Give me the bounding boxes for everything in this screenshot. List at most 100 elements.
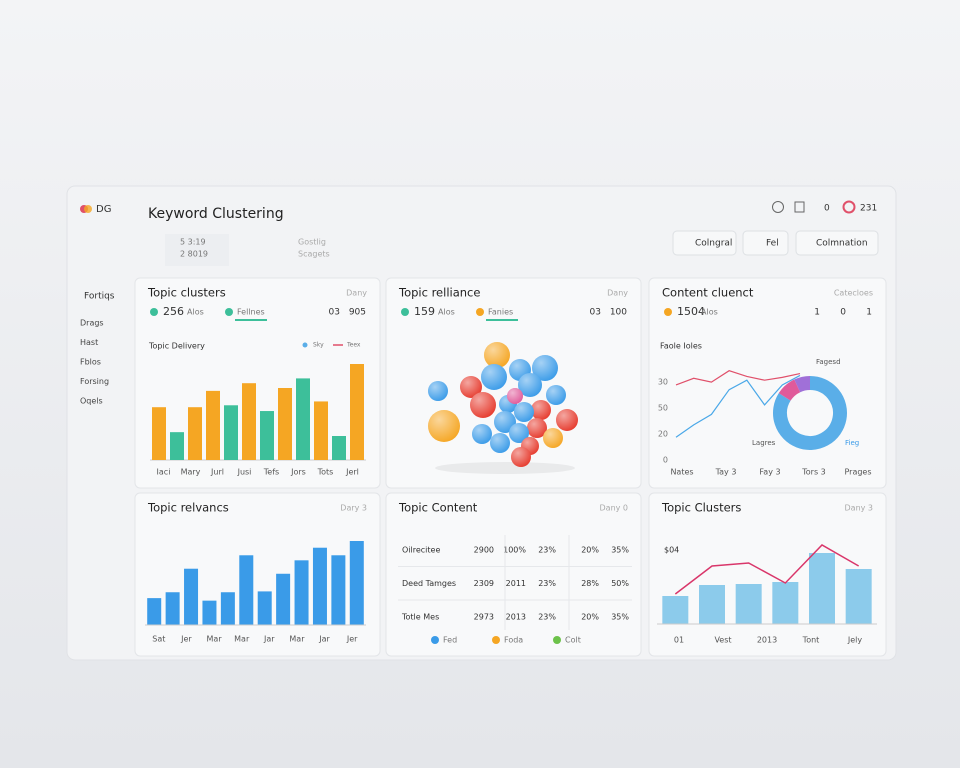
table-cell: 35%	[611, 613, 629, 622]
donut-label: Lagres	[752, 439, 776, 447]
sidebar-item[interactable]: Drags	[80, 319, 104, 328]
count: 0	[840, 308, 846, 318]
sphere-shine	[490, 433, 510, 453]
panel-title: Topic relliance	[398, 286, 480, 300]
panel-filter[interactable]: Dany 3	[845, 504, 874, 513]
bar	[152, 407, 166, 460]
bar	[188, 407, 202, 460]
sphere-shine	[484, 342, 510, 368]
sidebar-item[interactable]: Fblos	[80, 358, 101, 367]
panel-filter[interactable]: Dany 0	[600, 504, 629, 513]
table-cell: 28%	[581, 579, 599, 588]
bar	[294, 560, 309, 625]
button[interactable]	[672, 230, 737, 256]
panel-filter[interactable]: Dany	[346, 289, 367, 298]
x-tick-label: Mary	[181, 468, 201, 477]
bar	[314, 401, 328, 460]
bar	[242, 383, 256, 460]
x-tick-label: Tay 3	[715, 468, 737, 477]
sphere-shine	[428, 381, 448, 401]
tab[interactable]: Fanies	[488, 308, 513, 317]
x-tick-label: Jar	[318, 635, 330, 644]
bar	[331, 555, 346, 625]
x-tick-label: Vest	[714, 636, 731, 645]
stat: 256	[163, 305, 184, 318]
legend-swatch	[431, 636, 439, 644]
sphere-shine	[511, 447, 531, 467]
x-tick-label: Tefs	[263, 468, 279, 477]
chart-label: $04	[664, 546, 679, 555]
stat-unit: Alos	[701, 308, 718, 317]
sphere-shine	[428, 410, 460, 442]
legend-label: Teex	[346, 342, 361, 349]
sphere-shine	[481, 364, 507, 390]
count: 03	[329, 308, 340, 318]
crumb-box	[165, 234, 229, 266]
x-tick-label: Fay 3	[759, 468, 780, 477]
bar	[662, 596, 689, 624]
donut-segment	[773, 376, 847, 450]
sidebar-item[interactable]: Oqels	[80, 397, 103, 406]
x-tick-label: Jer	[180, 635, 192, 644]
sphere-shine	[514, 402, 534, 422]
button-label[interactable]: Colmnation	[816, 239, 868, 249]
x-tick-label: Sat	[152, 635, 165, 644]
icon[interactable]	[772, 201, 784, 213]
legend-label: Colt	[565, 636, 581, 645]
panel-title: Topic Content	[398, 501, 478, 515]
sphere-shine	[546, 385, 566, 405]
button[interactable]	[742, 230, 789, 256]
app-title: Keyword Clustering	[148, 206, 284, 222]
legend-swatch	[492, 636, 500, 644]
count: 1	[866, 308, 872, 318]
legend-label: Foda	[504, 636, 523, 645]
table-cell: Deed Tamges	[402, 579, 456, 588]
x-tick-label: Nates	[670, 468, 693, 477]
x-tick-label: Jar	[263, 635, 275, 644]
sphere-shine	[460, 376, 482, 398]
sphere-shine	[527, 418, 547, 438]
x-tick-label: Jely	[847, 636, 863, 645]
panel-filter[interactable]: Dary 3	[340, 504, 367, 513]
x-tick-label: Jurl	[210, 468, 224, 477]
stat-icon	[664, 308, 672, 316]
panel-filter[interactable]: Catecloes	[834, 289, 873, 298]
bar	[332, 436, 346, 460]
sidebar-item[interactable]: Hast	[80, 338, 98, 347]
tab[interactable]: Fellnes	[237, 308, 265, 317]
panel-title: Content cluenct	[662, 286, 754, 300]
panel-filter[interactable]: Dany	[607, 289, 628, 298]
tab-icon	[476, 308, 484, 316]
sidebar-item[interactable]: Forsing	[80, 377, 109, 386]
sphere-shine	[556, 409, 578, 431]
bar	[845, 569, 872, 624]
count: 1	[814, 308, 820, 318]
bar	[699, 585, 725, 624]
sphere-shine	[531, 400, 551, 420]
button-label[interactable]: Fel	[766, 239, 779, 249]
bar	[735, 584, 762, 624]
sphere-shine	[509, 423, 529, 443]
stat-unit: Alos	[438, 308, 455, 317]
table-cell: 20%	[581, 546, 599, 555]
y-tick-label: 30	[658, 378, 668, 387]
bar	[260, 411, 274, 460]
bar	[165, 592, 180, 625]
panel-title: Topic Clusters	[661, 501, 741, 515]
button[interactable]	[795, 230, 879, 256]
line-series	[675, 370, 801, 386]
icon[interactable]	[794, 201, 805, 213]
logo: DG	[96, 204, 111, 215]
stat: 159	[414, 305, 435, 318]
button-label[interactable]: Colngral	[695, 239, 732, 249]
y-tick-label: 20	[658, 430, 668, 439]
table-cell: 2900	[474, 546, 494, 555]
panel-title: Topic clusters	[147, 286, 226, 300]
crumb: 5 3:19	[180, 238, 206, 247]
x-tick-label: 2013	[757, 636, 777, 645]
icon[interactable]	[842, 200, 856, 214]
sphere-shine	[532, 355, 558, 381]
bar	[224, 405, 238, 460]
x-tick-label: Mar	[234, 635, 250, 644]
